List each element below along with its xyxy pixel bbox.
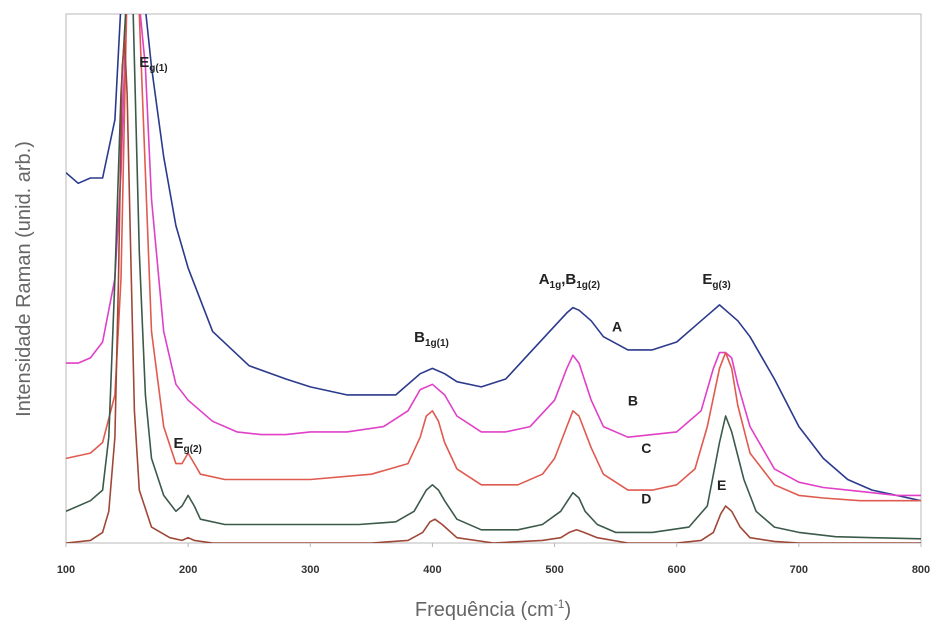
x-tick-label: 400 [423, 564, 441, 576]
series-line-b [66, 14, 921, 497]
x-axis-title-end: ) [564, 599, 571, 621]
peak-label: Eg(2) [173, 435, 201, 455]
x-tick-label: 100 [57, 564, 75, 576]
series-label-c: C [641, 440, 651, 456]
peak-annotations: Eg(1) Eg(2) B1g(1) A1g,B1g(2) Eg(3) [139, 54, 730, 455]
series-line-a [66, 14, 921, 502]
x-axis-title-superscript: -1 [554, 597, 565, 611]
peak-label: A1g,B1g(2) [539, 271, 600, 291]
series-label-e: E [717, 477, 726, 493]
x-tick-label: 500 [545, 564, 563, 576]
series-line-c [66, 14, 921, 502]
x-axis-title: Frequência (cm-1) [415, 597, 571, 621]
x-tick-label: 200 [179, 564, 197, 576]
series-line-e [66, 39, 921, 543]
x-tick-label: 300 [301, 564, 319, 576]
x-axis: 100 200 300 400 500 600 700 800 [57, 543, 930, 576]
series-label-a: A [612, 318, 622, 334]
x-tick-label: 600 [668, 564, 686, 576]
peak-label: Eg(1) [139, 54, 167, 74]
series-line-d [66, 14, 921, 540]
series-label-b: B [628, 392, 638, 408]
series-layer [66, 14, 921, 543]
x-tick-label: 700 [790, 564, 808, 576]
peak-label: B1g(1) [414, 329, 449, 349]
x-tick-label: 800 [912, 564, 930, 576]
series-label-d: D [641, 490, 651, 506]
x-axis-title-main: Frequência (cm [415, 599, 554, 621]
y-axis-title: Intensidade Raman (unid. arb.) [13, 141, 35, 417]
series-labels: A B C D E [612, 318, 726, 506]
peak-label: Eg(3) [702, 271, 730, 291]
